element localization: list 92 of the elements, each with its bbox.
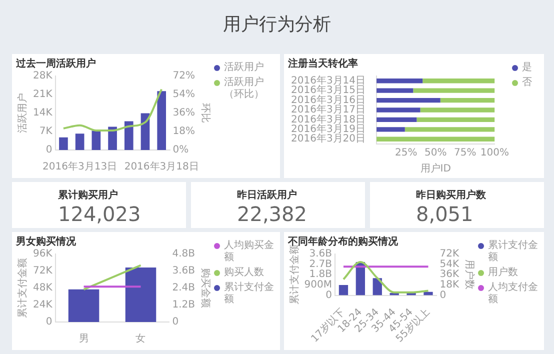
chart-title: 男女购买情况 — [15, 236, 77, 248]
x-tick-label: 50% — [424, 148, 447, 159]
y-tick-label: 2016年3月14日 — [290, 74, 366, 86]
y-tick-label: 0 — [326, 290, 332, 301]
line-series — [342, 261, 430, 294]
y2-tick-label: 3.6B — [172, 266, 196, 277]
y2-tick-label: 0 — [440, 290, 446, 301]
legend-label: 用户数 — [488, 267, 518, 279]
bar — [59, 137, 68, 150]
text: 22,382 — [237, 202, 308, 226]
y2-tick-label: 0 — [172, 316, 179, 328]
y-tick-label: 0 — [46, 144, 52, 156]
y-tick-label: 900M — [304, 280, 332, 291]
text: 用户行为分析 — [0, 0, 554, 50]
y-tick-label: 24K — [32, 300, 53, 311]
y-tick-label: 96K — [32, 248, 53, 260]
y-tick-label: 28K — [32, 70, 53, 82]
y2-tick-label: 1.2B — [172, 300, 196, 311]
bar — [416, 117, 495, 122]
legend-label: 购买人数 — [224, 267, 264, 279]
legend-label: 累计支付金额 — [224, 282, 275, 306]
bar — [108, 126, 117, 150]
chart-title: 过去一周活跃用户 — [15, 58, 96, 70]
y2-tick-label: 72K — [440, 248, 460, 260]
bar — [413, 88, 495, 93]
bar — [376, 98, 440, 103]
x-tick-label: 2016年3月13日 — [42, 160, 118, 173]
y-tick-label: 0 — [46, 316, 52, 328]
y-tick-label: 2016年3月18日 — [290, 113, 366, 126]
legend-label: 累计支付金额 — [488, 240, 539, 264]
bar — [376, 136, 495, 142]
y-tick-label: 2016年3月15日 — [290, 84, 366, 96]
bar — [440, 98, 495, 103]
y2-tick-label: 36K — [440, 269, 460, 280]
text: 累计购买用户 — [58, 188, 119, 202]
y-tick-label: 2016年3月16日 — [290, 94, 366, 106]
y-tick-label: 48K — [32, 282, 53, 294]
y-axis-title: 累计支付金额 — [16, 258, 29, 318]
bar — [376, 88, 414, 93]
text: 124,023 — [58, 202, 142, 226]
legend-label: 否 — [522, 77, 532, 89]
bar — [424, 292, 433, 296]
bar — [422, 78, 495, 84]
y-tick-label: 7K — [39, 126, 53, 138]
legend-label: 是 — [522, 62, 532, 74]
bar — [376, 108, 420, 112]
y2-tick-label: 72% — [172, 70, 196, 82]
y2-axis-title: 环比 — [199, 103, 212, 123]
y-tick-label: 2016年3月20日 — [290, 132, 366, 145]
y2-tick-label: 2.4B — [172, 282, 196, 294]
text: 昨日活跃用户 — [237, 188, 298, 202]
y2-tick-label: 36% — [172, 108, 196, 119]
y2-tick-label: 54% — [172, 89, 196, 100]
bar — [124, 121, 134, 150]
x-tick-label: 女 — [136, 332, 146, 345]
bar — [338, 284, 348, 296]
y2-axis-title: 用户数 — [463, 260, 476, 290]
bar — [376, 78, 423, 84]
y-axis-title: 活跃用户 — [16, 93, 29, 133]
y2-tick-label: 18K — [440, 280, 460, 291]
y-tick-label: 21K — [32, 89, 53, 100]
y-tick-label: 1.8B — [309, 269, 332, 280]
y2-tick-label: 54K — [440, 258, 460, 270]
y-tick-label: 14K — [32, 108, 53, 119]
y2-tick-label: 4.8B — [172, 248, 196, 260]
bar — [404, 127, 495, 132]
bar — [420, 108, 495, 112]
x-tick-label: 25% — [394, 148, 418, 159]
legend-label: 活跃用户（环比） — [224, 77, 265, 101]
y-tick-label: 3.6B — [309, 248, 332, 260]
y2-axis-title: 购买金额 — [199, 268, 212, 308]
legend-label: 人均支付金额 — [488, 282, 539, 306]
legend-label: 人均购买金额 — [224, 240, 275, 264]
x-axis-title: 用户ID — [420, 162, 452, 175]
bar — [376, 127, 405, 132]
bar — [157, 91, 166, 150]
line-series — [62, 88, 163, 132]
bar — [376, 117, 417, 122]
y-tick-label: 72K — [32, 266, 53, 277]
chart-title: 注册当天转化率 — [287, 58, 358, 70]
x-tick-label: 100% — [480, 148, 509, 159]
x-tick-label: 75% — [454, 148, 476, 159]
y2-tick-label: 18% — [172, 126, 196, 138]
y2-tick-label: 0% — [172, 144, 189, 156]
bar — [75, 134, 84, 150]
x-tick-label: 男 — [78, 334, 89, 345]
text: 昨日购买用户数 — [416, 188, 487, 202]
y-tick-label: 2.7B — [309, 258, 332, 270]
bar — [92, 130, 101, 150]
legend-label: 活跃用户 — [224, 62, 264, 74]
text: 8,051 — [416, 202, 474, 226]
y-tick-label: 2016年3月17日 — [290, 104, 366, 116]
